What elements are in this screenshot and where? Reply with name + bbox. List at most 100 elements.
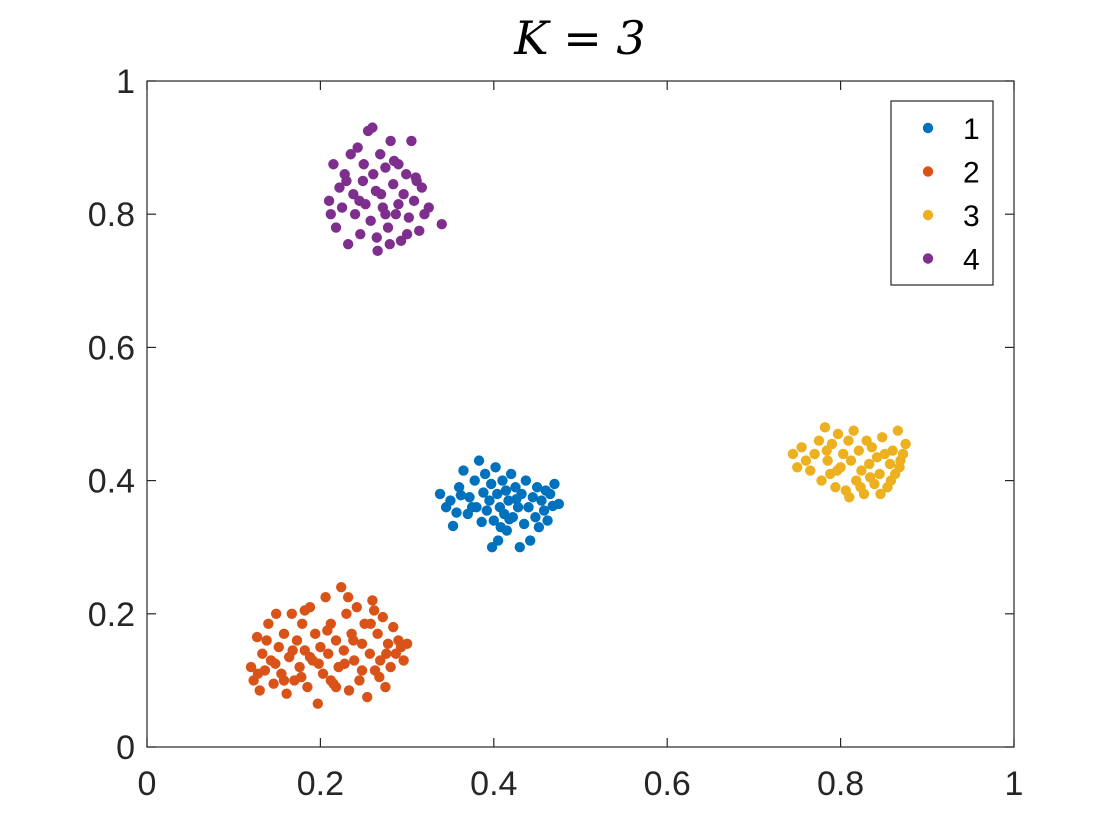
data-point xyxy=(342,238,354,250)
data-point xyxy=(336,202,348,213)
data-point xyxy=(855,482,866,493)
data-point xyxy=(338,645,350,656)
data-point xyxy=(380,209,391,220)
data-point xyxy=(278,675,290,686)
plot-area xyxy=(146,80,1015,748)
data-point xyxy=(523,502,534,513)
data-point xyxy=(358,159,369,170)
data-point xyxy=(486,542,498,553)
data-point xyxy=(511,494,522,505)
data-point xyxy=(900,438,911,450)
data-point xyxy=(374,671,385,683)
data-point xyxy=(466,502,478,513)
data-point xyxy=(821,445,832,456)
x-tick-label: 0.2 xyxy=(297,765,344,803)
data-point xyxy=(388,179,399,190)
data-point xyxy=(871,452,883,463)
data-point xyxy=(368,169,379,180)
data-point xyxy=(325,675,337,686)
x-tick-label: 0 xyxy=(138,765,157,803)
data-point xyxy=(481,505,493,516)
data-point xyxy=(365,215,376,227)
x-tick-label: 0.8 xyxy=(817,765,864,803)
data-point xyxy=(553,498,565,510)
data-point xyxy=(398,655,409,666)
data-point xyxy=(796,442,807,453)
data-point xyxy=(894,462,905,473)
data-point xyxy=(384,238,395,250)
data-point xyxy=(263,618,274,629)
data-point xyxy=(505,468,517,480)
data-point xyxy=(312,698,323,709)
data-point xyxy=(313,658,324,669)
data-point xyxy=(323,648,334,659)
data-point xyxy=(874,468,885,480)
data-point xyxy=(377,611,389,623)
data-point xyxy=(813,435,825,446)
data-point xyxy=(510,482,521,493)
data-point xyxy=(375,149,386,160)
data-point xyxy=(401,169,412,180)
data-point xyxy=(294,661,305,673)
data-point xyxy=(843,435,854,446)
data-point xyxy=(819,422,831,433)
data-point xyxy=(362,691,373,703)
chart-title: K = 3 xyxy=(513,11,645,65)
data-point xyxy=(349,209,361,220)
data-point xyxy=(434,488,446,500)
series-3 xyxy=(787,422,911,503)
data-point xyxy=(542,515,553,526)
data-point xyxy=(805,465,816,476)
data-point xyxy=(495,522,506,533)
data-point xyxy=(469,475,480,486)
data-point xyxy=(848,425,859,436)
legend-marker xyxy=(922,253,934,264)
data-point xyxy=(787,448,799,460)
y-tick-label: 0 xyxy=(116,729,135,767)
data-point xyxy=(388,155,400,167)
data-point xyxy=(375,189,387,200)
data-point xyxy=(512,502,524,513)
data-point xyxy=(252,668,264,679)
data-point xyxy=(525,535,536,546)
data-point xyxy=(273,641,284,653)
axes-box xyxy=(146,80,1015,748)
data-point xyxy=(381,648,392,659)
data-point xyxy=(533,522,545,533)
data-point xyxy=(278,628,290,639)
legend-label: 1 xyxy=(963,113,980,146)
data-point xyxy=(406,135,417,147)
data-point xyxy=(856,465,867,476)
y-tick-label: 1 xyxy=(116,63,135,101)
data-point xyxy=(864,472,876,483)
data-point xyxy=(479,468,491,480)
data-point xyxy=(352,142,363,153)
data-point xyxy=(257,648,268,659)
data-point xyxy=(822,455,833,466)
y-tick-label: 0.4 xyxy=(88,463,135,501)
data-point xyxy=(375,655,386,666)
data-point xyxy=(485,478,497,490)
data-point xyxy=(864,458,875,470)
y-tick-label: 0.8 xyxy=(88,196,135,234)
data-point xyxy=(492,488,503,500)
data-point xyxy=(885,475,897,486)
legend-marker xyxy=(922,166,934,177)
data-point xyxy=(385,135,396,147)
data-point xyxy=(385,661,396,673)
data-point xyxy=(296,618,308,629)
data-point xyxy=(291,635,303,646)
data-point xyxy=(473,455,485,466)
data-point xyxy=(365,618,376,629)
data-point xyxy=(887,445,898,456)
data-point xyxy=(830,482,841,493)
data-point xyxy=(423,202,434,213)
legend-label: 2 xyxy=(963,157,980,190)
data-point xyxy=(342,591,354,603)
data-point xyxy=(330,222,342,233)
data-point xyxy=(328,159,339,170)
data-point xyxy=(504,514,515,525)
data-point xyxy=(476,516,487,528)
data-point xyxy=(286,608,297,619)
series-1 xyxy=(434,455,565,553)
